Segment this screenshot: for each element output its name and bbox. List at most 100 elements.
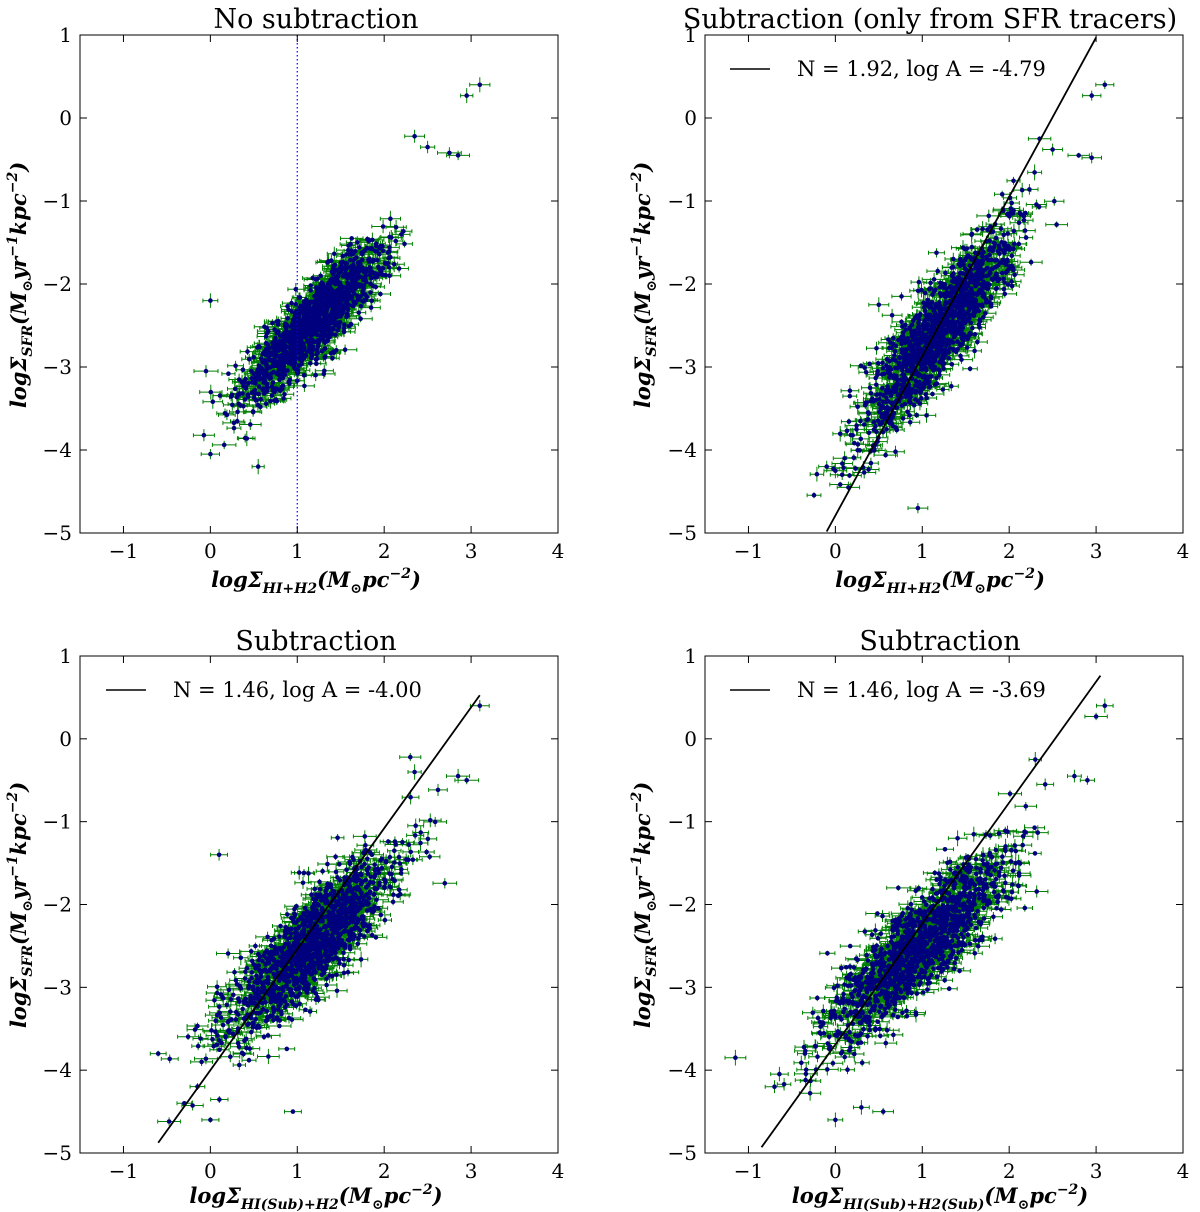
data-point xyxy=(931,306,937,312)
data-point xyxy=(861,470,867,475)
data-point xyxy=(350,265,356,271)
data-point xyxy=(313,372,319,378)
data-point xyxy=(881,393,886,398)
data-point xyxy=(201,432,207,438)
data-point xyxy=(305,312,310,318)
y-axis-label: logΣSFR(M⊙yr−1kpc−2) xyxy=(5,162,36,408)
data-point xyxy=(269,371,274,376)
y-tick-label: 0 xyxy=(59,106,72,130)
data-point xyxy=(913,390,918,395)
data-point xyxy=(242,379,247,385)
data-point xyxy=(348,271,354,276)
data-points xyxy=(811,82,1108,511)
data-point xyxy=(290,340,296,346)
data-point xyxy=(376,264,381,270)
data-point xyxy=(282,335,287,340)
data-point xyxy=(913,397,918,402)
data-point xyxy=(364,266,369,272)
data-point xyxy=(328,351,334,356)
data-point xyxy=(280,370,286,375)
data-point xyxy=(277,333,283,338)
data-point xyxy=(355,260,361,266)
data-point xyxy=(949,383,954,389)
data-point xyxy=(1009,253,1015,259)
data-point xyxy=(334,304,340,309)
data-point xyxy=(386,255,392,261)
data-point xyxy=(258,396,264,402)
data-point xyxy=(253,378,258,384)
data-point xyxy=(924,413,929,418)
data-point xyxy=(940,362,946,367)
data-point xyxy=(937,300,942,305)
data-point xyxy=(425,144,430,150)
data-point xyxy=(999,270,1005,276)
data-point xyxy=(974,292,980,298)
data-point xyxy=(333,307,339,313)
data-point xyxy=(281,396,286,401)
data-point xyxy=(269,393,275,398)
data-point xyxy=(998,226,1004,231)
data-point xyxy=(358,316,363,322)
data-point xyxy=(1003,270,1009,276)
data-point xyxy=(240,367,246,373)
data-point xyxy=(855,442,861,447)
data-point xyxy=(360,249,366,255)
data-point xyxy=(881,371,887,377)
data-point xyxy=(298,303,304,309)
data-point xyxy=(335,320,341,325)
data-point xyxy=(874,382,879,388)
data-point xyxy=(315,343,321,349)
data-point xyxy=(312,293,317,299)
data-point xyxy=(358,303,364,309)
data-point xyxy=(210,399,216,405)
data-point xyxy=(341,285,347,290)
data-point xyxy=(940,339,946,344)
panel-title: Subtraction (only from SFR tracers) xyxy=(683,4,1177,35)
data-point xyxy=(377,272,382,277)
data-point xyxy=(250,409,256,415)
data-point xyxy=(940,387,946,392)
data-point xyxy=(246,357,252,362)
data-point xyxy=(352,286,358,292)
data-point xyxy=(264,352,270,358)
data-point xyxy=(883,452,888,458)
data-point xyxy=(1001,276,1006,282)
data-point xyxy=(230,402,235,408)
data-point xyxy=(946,356,951,361)
data-point xyxy=(208,298,213,303)
data-point xyxy=(263,401,269,407)
data-point xyxy=(273,352,279,357)
data-point xyxy=(899,294,904,299)
data-point xyxy=(302,328,308,334)
data-point xyxy=(852,440,857,446)
data-point xyxy=(967,366,973,372)
data-point xyxy=(933,302,938,308)
data-point xyxy=(367,264,373,270)
data-point xyxy=(254,398,259,403)
data-point xyxy=(814,471,820,477)
data-point xyxy=(325,284,331,290)
data-point xyxy=(346,292,352,298)
y-tick-label: −1 xyxy=(43,189,72,213)
data-point xyxy=(1011,178,1016,184)
data-point xyxy=(290,327,296,333)
data-point xyxy=(342,347,348,353)
data-point xyxy=(943,294,948,300)
data-point xyxy=(351,299,357,305)
data-point xyxy=(321,334,327,339)
data-point xyxy=(911,337,916,343)
data-point xyxy=(277,373,282,378)
data-point xyxy=(934,318,939,324)
data-point xyxy=(319,349,325,354)
data-point xyxy=(322,346,328,351)
data-point xyxy=(1052,198,1057,204)
data-point xyxy=(330,276,335,281)
data-point xyxy=(842,456,847,461)
data-point xyxy=(402,241,407,247)
y-tick-label: −5 xyxy=(43,521,72,545)
data-point xyxy=(867,385,873,391)
data-point xyxy=(1001,286,1007,292)
data-point xyxy=(298,324,303,330)
data-point xyxy=(917,401,923,406)
data-point xyxy=(993,235,999,241)
